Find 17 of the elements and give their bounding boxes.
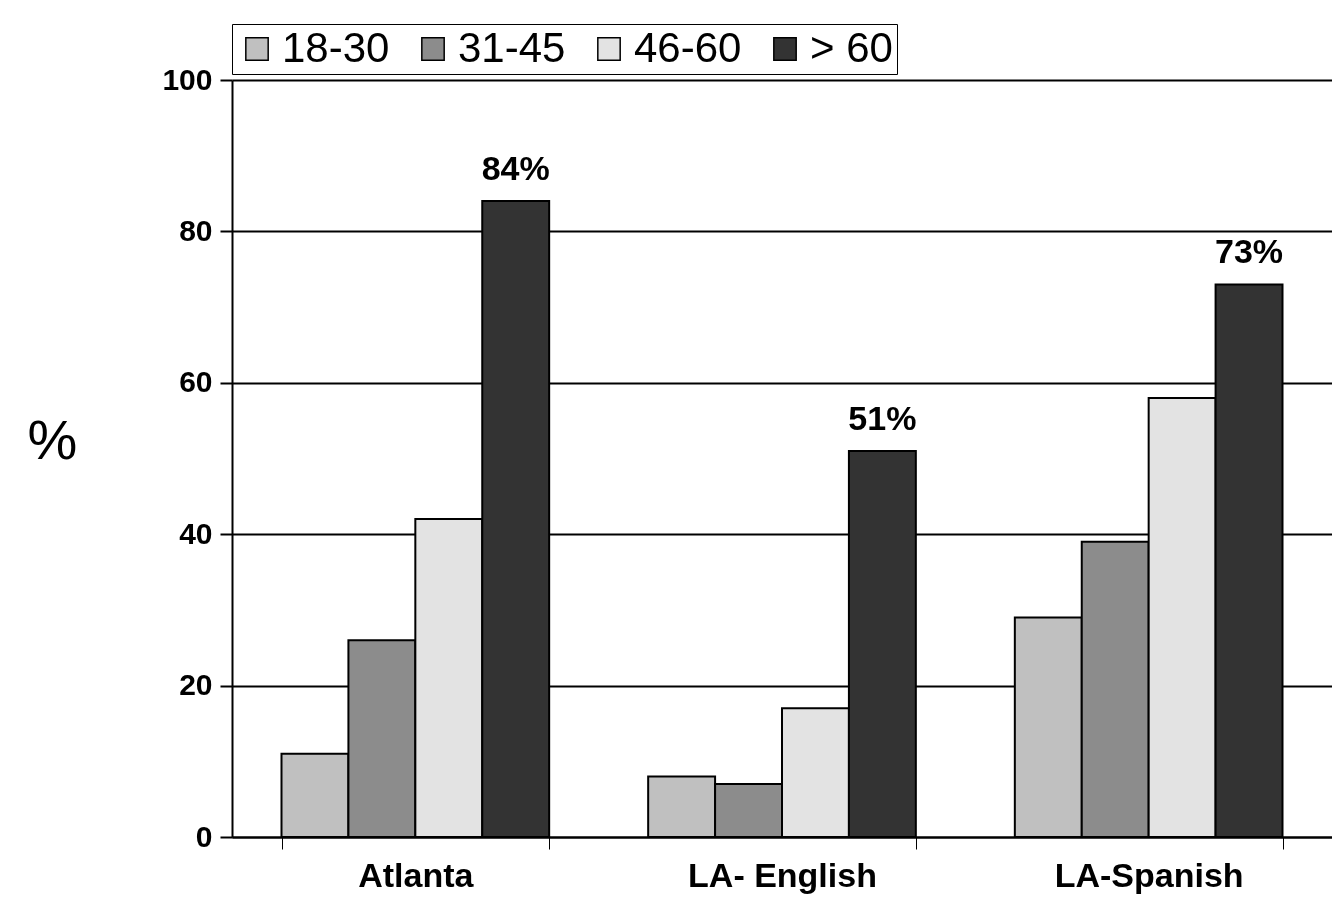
y-tick-label: 60 xyxy=(179,365,213,399)
data-label: 51% xyxy=(848,398,917,437)
y-tick-label: 20 xyxy=(179,668,213,702)
legend-label: 31-45 xyxy=(458,24,566,71)
y-tick-label: 100 xyxy=(162,62,213,96)
x-tick-label: LA-Spanish xyxy=(1054,855,1244,894)
y-tick-label: 80 xyxy=(179,213,213,247)
x-tick-label: LA- English xyxy=(688,855,877,894)
y-axis-title: % xyxy=(27,407,78,471)
legend-label: 18-30 xyxy=(282,24,390,71)
data-label: 73% xyxy=(1215,232,1284,271)
y-tick-label: 0 xyxy=(195,819,213,853)
x-tick-label: Atlanta xyxy=(358,855,475,894)
legend-label: 46-60 xyxy=(634,24,742,71)
legend-label: > 60 xyxy=(810,24,893,71)
data-label: 84% xyxy=(481,149,550,188)
y-tick-label: 40 xyxy=(179,516,213,550)
